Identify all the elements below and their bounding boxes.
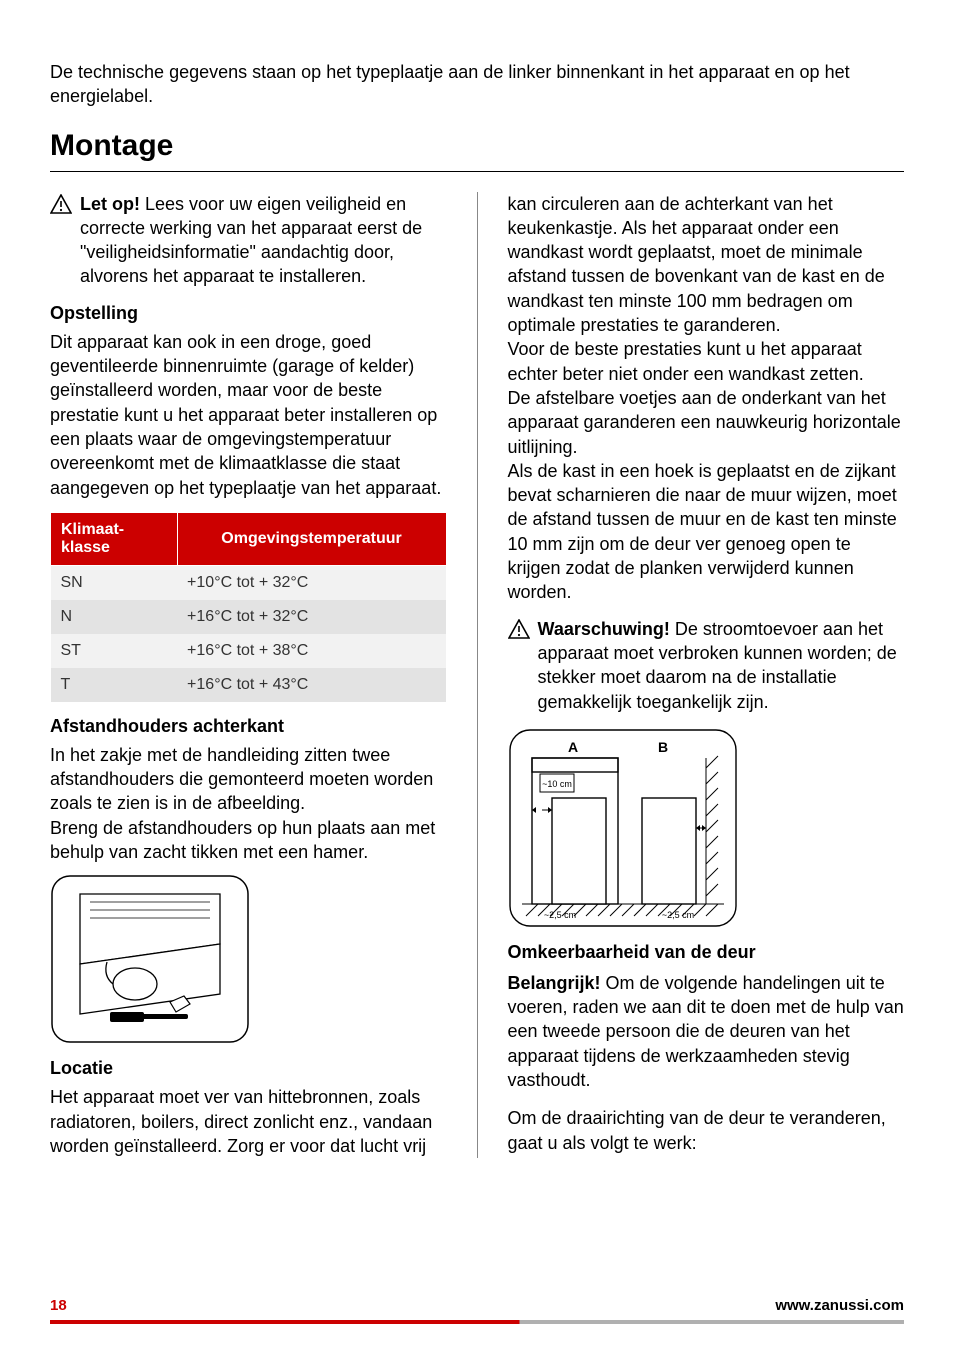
text-opstelling: Dit apparaat kan ook in een droge, goed … [50,330,447,500]
table-row: ST +16°C tot + 38°C [51,634,447,668]
text-draairichting: Om de draairichting van de deur te veran… [508,1106,905,1155]
warning-triangle-icon [50,194,72,214]
text-afstandhouders: In het zakje met de handleiding zitten t… [50,743,447,864]
table-header-klimaat: Klimaat-klasse [51,512,178,565]
label-side-gap-left: ~2,5 cm [543,910,575,920]
heading-opstelling: Opstelling [50,303,447,324]
caution-label: Let op! [80,194,140,214]
column-divider [477,192,478,1159]
cell-klimaat: N [51,600,178,634]
cell-temp: +10°C tot + 32°C [177,565,446,600]
heading-locatie: Locatie [50,1058,447,1079]
two-column-layout: Let op! Lees voor uw eigen veiligheid en… [50,192,904,1159]
cell-klimaat: T [51,668,178,702]
spacer-illustration [50,874,250,1044]
label-top-gap: ~10 cm [542,779,572,789]
cell-temp: +16°C tot + 43°C [177,668,446,702]
label-B: B [657,739,667,755]
intro-paragraph: De technische gegevens staan op het type… [50,60,904,109]
page-number: 18 [50,1297,67,1314]
table-row: N +16°C tot + 32°C [51,600,447,634]
left-column: Let op! Lees voor uw eigen veiligheid en… [50,192,447,1159]
page-footer: 18 www.zanussi.com [50,1297,904,1314]
important-label: Belangrijk! [508,973,601,993]
label-A: A [567,739,577,755]
footer-accent-rule [50,1320,904,1324]
table-header-temp: Omgevingstemperatuur [177,512,446,565]
text-locatie: Het apparaat moet ver van hittebronnen, … [50,1085,447,1158]
climate-class-table: Klimaat-klasse Omgevingstemperatuur SN +… [50,512,447,702]
caution-text: Let op! Lees voor uw eigen veiligheid en… [80,192,447,289]
footer-url: www.zanussi.com [775,1297,904,1314]
section-title-montage: Montage [50,129,904,163]
text-locatie-continued: kan circuleren aan de achterkant van het… [508,192,905,605]
table-row: T +16°C tot + 43°C [51,668,447,702]
important-block: Belangrijk! Om de volgende handelingen u… [508,971,905,1092]
warning-block: Waarschuwing! De stroomtoevoer aan het a… [508,617,905,714]
right-column: kan circuleren aan de achterkant van het… [508,192,905,1159]
cell-temp: +16°C tot + 38°C [177,634,446,668]
section-divider [50,171,904,172]
table-row: SN +10°C tot + 32°C [51,565,447,600]
cell-klimaat: SN [51,565,178,600]
heading-afstandhouders: Afstandhouders achterkant [50,716,447,737]
warning-text: Waarschuwing! De stroomtoevoer aan het a… [538,617,905,714]
cell-klimaat: ST [51,634,178,668]
heading-omkeerbaarheid: Omkeerbaarheid van de deur [508,942,905,963]
warning-triangle-icon [508,619,530,639]
warning-label: Waarschuwing! [538,619,670,639]
label-side-gap-right: ~2,5 cm [661,910,693,920]
page-content: De technische gegevens staan op het type… [0,0,954,1198]
cell-temp: +16°C tot + 32°C [177,600,446,634]
clearance-diagram: A B [508,728,738,928]
caution-block: Let op! Lees voor uw eigen veiligheid en… [50,192,447,289]
